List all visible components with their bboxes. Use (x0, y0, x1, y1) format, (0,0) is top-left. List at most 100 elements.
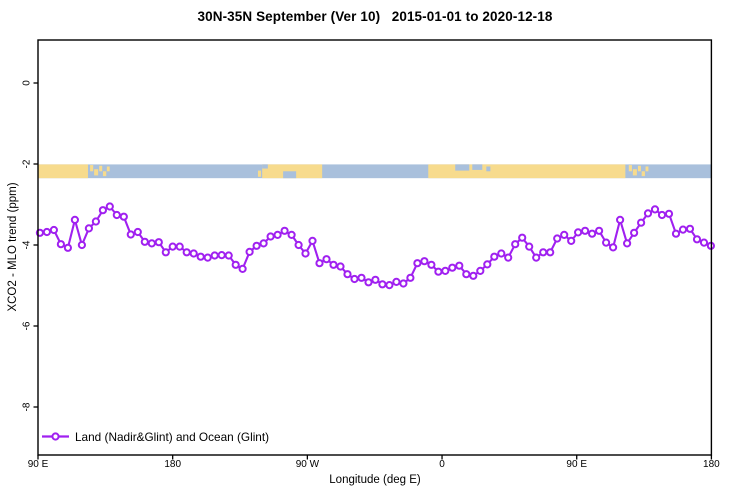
data-point-marker (56, 240, 66, 249)
legend-entry-label: Land (Nadir&Glint) and Ocean (Glint) (75, 430, 270, 444)
x-tick-label: 180 (703, 459, 720, 470)
data-point-marker (49, 225, 59, 235)
data-point-marker (623, 239, 632, 248)
data-point-marker (560, 230, 569, 239)
x-tick-label: 90 E (27, 459, 49, 470)
data-point-marker (532, 253, 541, 262)
data-point-marker (609, 243, 618, 252)
data-point-marker (476, 266, 485, 275)
data-point-marker (119, 212, 128, 221)
data-point-marker (699, 238, 709, 247)
map-strip-water (283, 171, 297, 179)
data-point-marker (497, 249, 506, 258)
data-point-marker (322, 255, 331, 264)
data-point-marker (574, 228, 583, 237)
data-point-marker (203, 253, 212, 262)
data-point-marker (504, 253, 513, 262)
data-point-marker (371, 275, 380, 284)
data-point-marker (77, 240, 87, 250)
data-point-marker (287, 230, 296, 239)
data-point-marker (182, 248, 191, 257)
data-point-marker (98, 206, 108, 215)
data-point-marker (595, 226, 604, 235)
data-point-marker (91, 217, 101, 226)
data-point-marker (546, 248, 555, 257)
data-point-marker (518, 233, 527, 242)
data-point-marker (448, 263, 457, 272)
map-strip-water (472, 164, 483, 170)
y-tick-label: -6 (21, 321, 33, 331)
data-point-marker (231, 260, 240, 269)
x-axis-title: Longitude (deg E) (329, 474, 421, 486)
data-point-marker (357, 273, 366, 282)
plot-box (37, 39, 713, 456)
data-point-marker (175, 242, 184, 251)
x-tick-label: 90 E (566, 459, 588, 470)
data-point-marker (692, 235, 702, 244)
data-point-marker (259, 239, 268, 248)
data-point-marker (168, 242, 177, 251)
y-tick-label: -2 (21, 159, 33, 169)
data-point-marker (567, 236, 576, 245)
data-point-marker (483, 260, 492, 269)
x-tick-label: 90 W (295, 459, 320, 470)
data-point-marker (224, 251, 233, 260)
map-strip-water (262, 164, 268, 169)
legend-marker-sample (51, 432, 60, 441)
data-point-marker (238, 264, 247, 273)
data-point-marker (196, 252, 205, 261)
chart-title: 30N-35N September (Ver 10) 2015-01-01 to… (197, 9, 553, 24)
data-point-marker (147, 239, 156, 248)
map-strip-land (632, 169, 637, 176)
data-point-marker (378, 280, 387, 289)
data-point-marker (280, 226, 289, 235)
data-point-marker (126, 230, 135, 239)
data-point-marker (616, 215, 625, 224)
data-point-marker (657, 210, 667, 220)
map-strip-land (102, 171, 107, 177)
data-point-marker (455, 261, 464, 270)
data-point-marker (685, 224, 695, 233)
map-strip-land (106, 166, 110, 172)
map-strip-water (486, 166, 491, 172)
data-point-marker (84, 224, 94, 233)
map-strip-land (90, 165, 94, 172)
data-point-marker (329, 260, 338, 269)
data-point-marker (671, 229, 681, 238)
x-tick-label: 0 (439, 459, 445, 470)
data-point-marker (301, 249, 310, 258)
data-point-marker (539, 248, 548, 257)
data-point-marker (266, 232, 275, 241)
x-tick-label: 180 (164, 459, 182, 470)
data-point-marker (511, 240, 520, 249)
data-point-marker (140, 237, 149, 246)
data-point-marker (664, 209, 674, 218)
data-point-marker (161, 248, 170, 257)
data-point-marker (245, 247, 254, 256)
map-strip-land (645, 166, 649, 172)
map-strip-land (94, 169, 99, 176)
y-tick-label: -8 (21, 402, 33, 412)
data-point-marker (343, 270, 352, 279)
map-strip-land (637, 165, 641, 172)
data-point-marker (427, 260, 436, 269)
data-point-marker (154, 238, 163, 247)
data-point-marker (420, 257, 429, 266)
data-point-marker (434, 267, 443, 276)
data-point-marker (105, 202, 114, 211)
data-point-marker (602, 238, 611, 247)
data-point-marker (630, 228, 639, 237)
data-point-marker (336, 262, 345, 271)
data-point-marker (385, 281, 394, 290)
y-tick-label: 0 (21, 80, 33, 86)
data-point-marker (315, 259, 324, 268)
data-point-marker (70, 215, 80, 224)
data-point-marker (637, 218, 646, 227)
data-point-marker (189, 249, 198, 258)
data-point-marker (553, 234, 562, 243)
map-strip-water (455, 164, 470, 171)
data-point-marker (650, 205, 660, 214)
map-strip-land (38, 164, 88, 179)
data-point-marker (678, 225, 688, 234)
